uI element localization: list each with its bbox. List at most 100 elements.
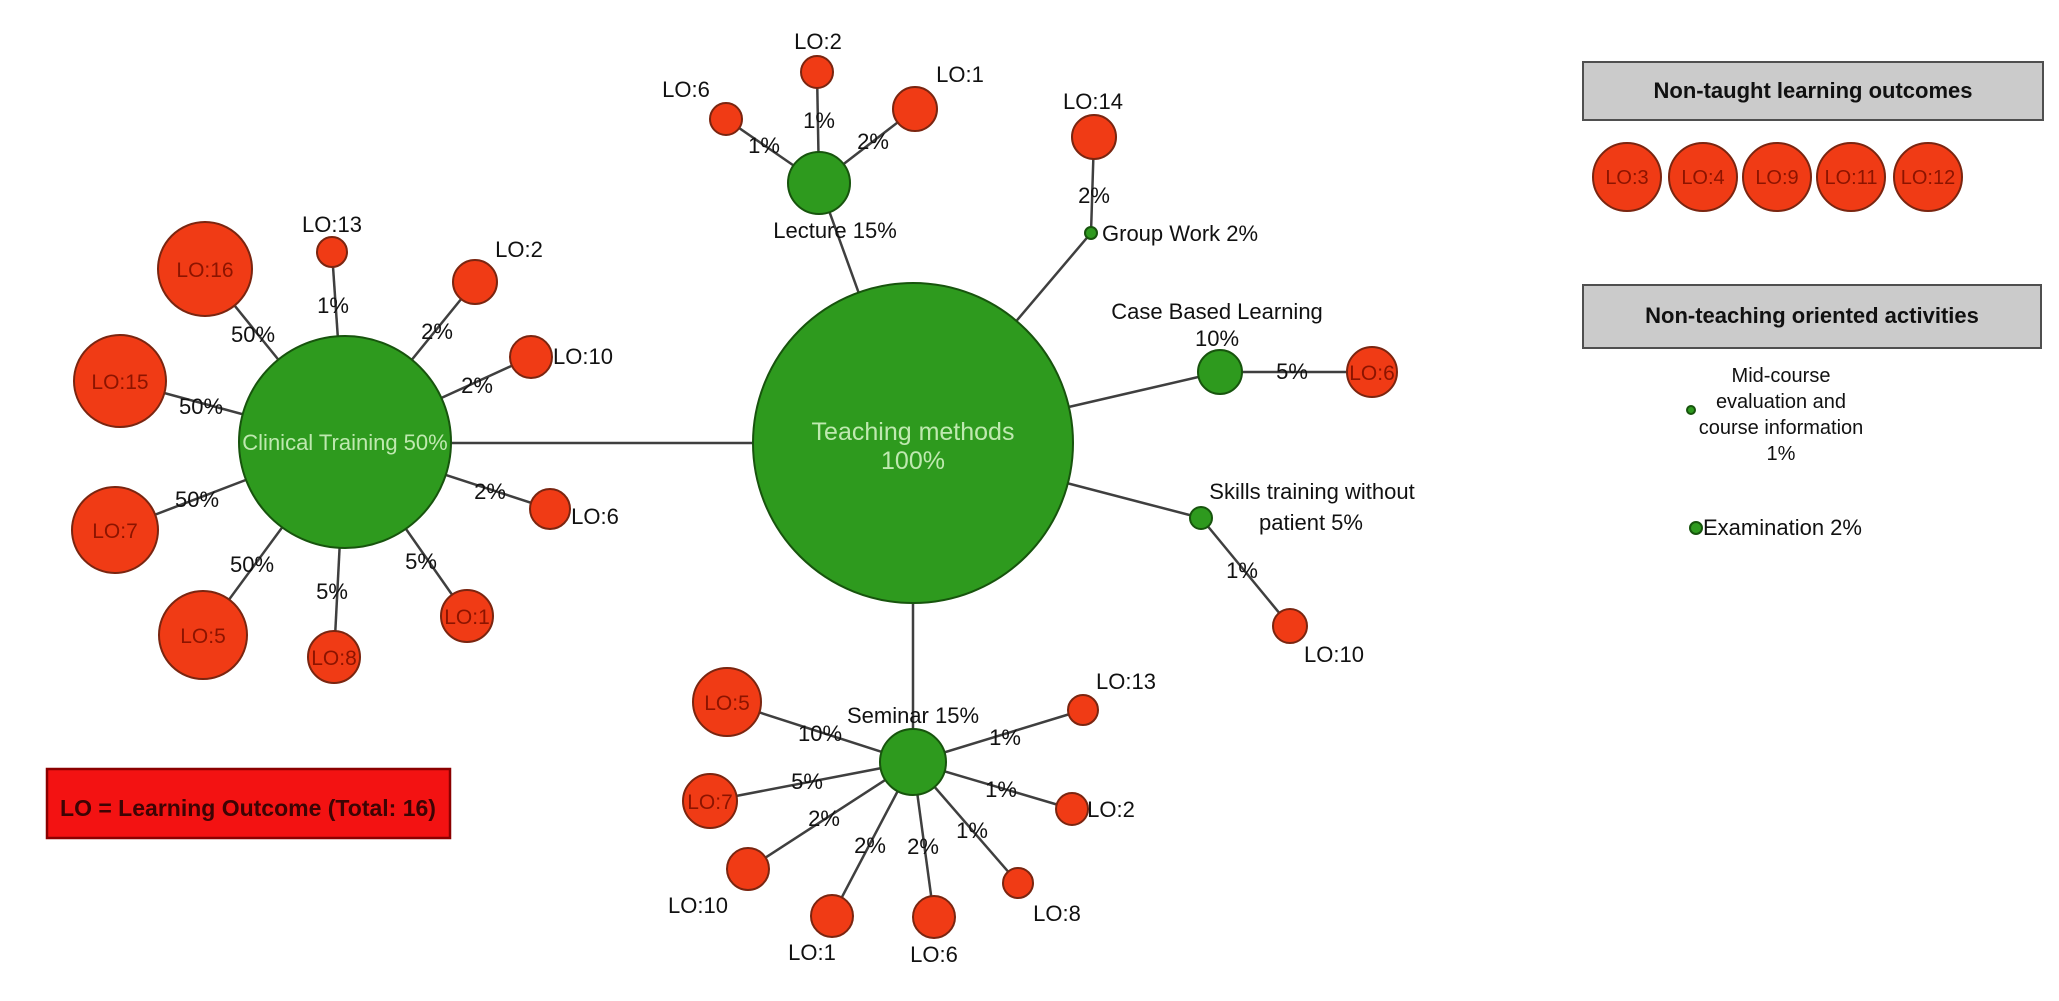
non-taught-lo11-label: LO:11: [1825, 167, 1878, 189]
seminar-lo13-node: [1067, 694, 1099, 726]
lecture-lo1-label: LO:1: [936, 62, 984, 87]
clinical-lo1-node: [440, 589, 494, 643]
clinical-lo16-label: LO:16: [176, 259, 233, 282]
skills-training-node: [1189, 506, 1213, 530]
seminar-lo10-label: LO:10: [668, 893, 728, 918]
node-labels: Teaching methods 100% Clinical Training …: [242, 218, 1414, 728]
lecture-node: [787, 151, 851, 215]
mid-course-line3: course information: [1699, 417, 1864, 439]
clinical-training-label: Clinical Training 50%: [242, 430, 447, 455]
mid-course-line4: 1%: [1767, 443, 1796, 465]
clinical-spoke-labels: LO:16 50% LO:13 1% LO:2 2% LO:10 2% LO:1…: [91, 212, 618, 670]
lecture-lo1-node: [892, 86, 938, 132]
non-taught-lo11-node: [1816, 142, 1886, 212]
lecture-label: Lecture 15%: [773, 218, 897, 243]
non-teaching-title-box: [1582, 284, 2042, 349]
non-taught-title: Non-taught learning outcomes: [1654, 78, 1973, 103]
lecture-spoke-labels: LO:6 1% LO:2 1% LO:1 2%: [662, 29, 984, 158]
lecture-lo6-node: [709, 102, 743, 136]
non-taught-lo9-label: LO:9: [1755, 167, 1798, 189]
seminar-lo10-node: [726, 847, 770, 891]
lecture-lo1-pct: 2%: [857, 129, 889, 154]
seminar-lo13-pct: 1%: [989, 725, 1021, 750]
clinical-lo7-pct: 50%: [175, 487, 219, 512]
seminar-lo2-label: LO:2: [1087, 797, 1135, 822]
seminar-lo5-node: [692, 667, 762, 737]
lecture-lo6-label: LO:6: [662, 77, 710, 102]
examination-dot: [1689, 521, 1703, 535]
non-taught-lo4-label: LO:4: [1681, 167, 1724, 189]
clinical-lo5-label: LO:5: [180, 625, 226, 648]
clinical-lo15-node: [73, 334, 167, 428]
non-teaching-panel: Non-teaching oriented activities Mid-cou…: [1582, 284, 2042, 540]
clinical-lo2-pct: 2%: [421, 319, 453, 344]
non-teaching-title: Non-teaching oriented activities: [1645, 303, 1979, 328]
clinical-lo8-label: LO:8: [311, 647, 357, 670]
case-based-pct-label: 10%: [1195, 326, 1239, 351]
clinical-lo10-label: LO:10: [553, 344, 613, 369]
note-text: LO = Learning Outcome (Total: 16): [60, 795, 436, 821]
note-legend: LO = Learning Outcome (Total: 16): [45, 767, 452, 840]
groupwork-lo14-pct: 2%: [1078, 183, 1110, 208]
clinical-lo5-pct: 50%: [230, 552, 274, 577]
seminar-lo6-node: [912, 895, 956, 939]
clinical-lo8-pct: 5%: [316, 579, 348, 604]
groupwork-lo14-node: [1071, 114, 1117, 160]
clinical-lo15-label: LO:15: [91, 371, 148, 394]
casebased-lo6-label: LO:6: [1349, 362, 1395, 385]
skills-lo10-pct: 1%: [1226, 558, 1258, 583]
non-taught-lo12-label: LO:12: [1901, 167, 1955, 189]
seminar-lo1-node: [810, 894, 854, 938]
clinical-lo1-label: LO:1: [444, 606, 490, 629]
clinical-lo7-node: [71, 486, 159, 574]
clinical-training-node: [238, 335, 452, 549]
examination-label: Examination 2%: [1703, 515, 1862, 540]
seminar-label: Seminar 15%: [847, 703, 979, 728]
skills-lo10-node: [1272, 608, 1308, 644]
case-based-label: Case Based Learning: [1111, 299, 1323, 324]
note-box: [45, 767, 452, 840]
clinical-lo6-label: LO:6: [571, 504, 619, 529]
seminar-lo8-pct: 1%: [956, 818, 988, 843]
clinical-lo16-pct: 50%: [231, 322, 275, 347]
seminar-lo1-pct: 2%: [854, 833, 886, 858]
clinical-lo13-label: LO:13: [302, 212, 362, 237]
clinical-lo5-node: [158, 590, 248, 680]
clinical-lo2-node: [452, 259, 498, 305]
seminar-lo7-label: LO:7: [687, 791, 733, 814]
casebased-lo6-node: [1346, 346, 1398, 398]
skills-label-line2: patient 5%: [1259, 510, 1363, 535]
branch-spoke-labels: LO:14 2% LO:6 5% LO:10 1%: [1063, 89, 1395, 667]
clinical-lo16-node: [157, 221, 253, 317]
non-taught-panel: Non-taught learning outcomes LO:3 LO:4 L…: [1582, 61, 2044, 212]
seminar-node: [879, 728, 947, 796]
seminar-lo8-node: [1002, 867, 1034, 899]
teaching-methods-node: [752, 282, 1074, 604]
seminar-lo5-pct: 10%: [798, 721, 842, 746]
mid-course-dot: [1686, 405, 1696, 415]
seminar-lo2-pct: 1%: [985, 777, 1017, 802]
lecture-lo2-pct: 1%: [803, 108, 835, 133]
clinical-lo10-pct: 2%: [461, 373, 493, 398]
case-based-node: [1197, 349, 1243, 395]
clinical-lo2-label: LO:2: [495, 237, 543, 262]
group-work-label: Group Work 2%: [1102, 221, 1258, 246]
group-work-node: [1084, 226, 1098, 240]
non-taught-lo12-node: [1893, 142, 1963, 212]
clinical-lo7-label: LO:7: [92, 520, 138, 543]
clinical-lo6-node: [529, 488, 571, 530]
skills-lo10-label: LO:10: [1304, 642, 1364, 667]
seminar-lo6-label: LO:6: [910, 942, 958, 967]
seminar-lo13-label: LO:13: [1096, 669, 1156, 694]
seminar-lo6-pct: 2%: [907, 834, 939, 859]
seminar-lo2-node: [1055, 792, 1089, 826]
non-taught-lo4-node: [1668, 142, 1738, 212]
clinical-lo1-pct: 5%: [405, 549, 437, 574]
seminar-lo10-pct: 2%: [808, 806, 840, 831]
clinical-lo15-pct: 50%: [179, 394, 223, 419]
seminar-lo8-label: LO:8: [1033, 901, 1081, 926]
clinical-lo6-pct: 2%: [474, 479, 506, 504]
seminar-lo1-label: LO:1: [788, 940, 836, 965]
